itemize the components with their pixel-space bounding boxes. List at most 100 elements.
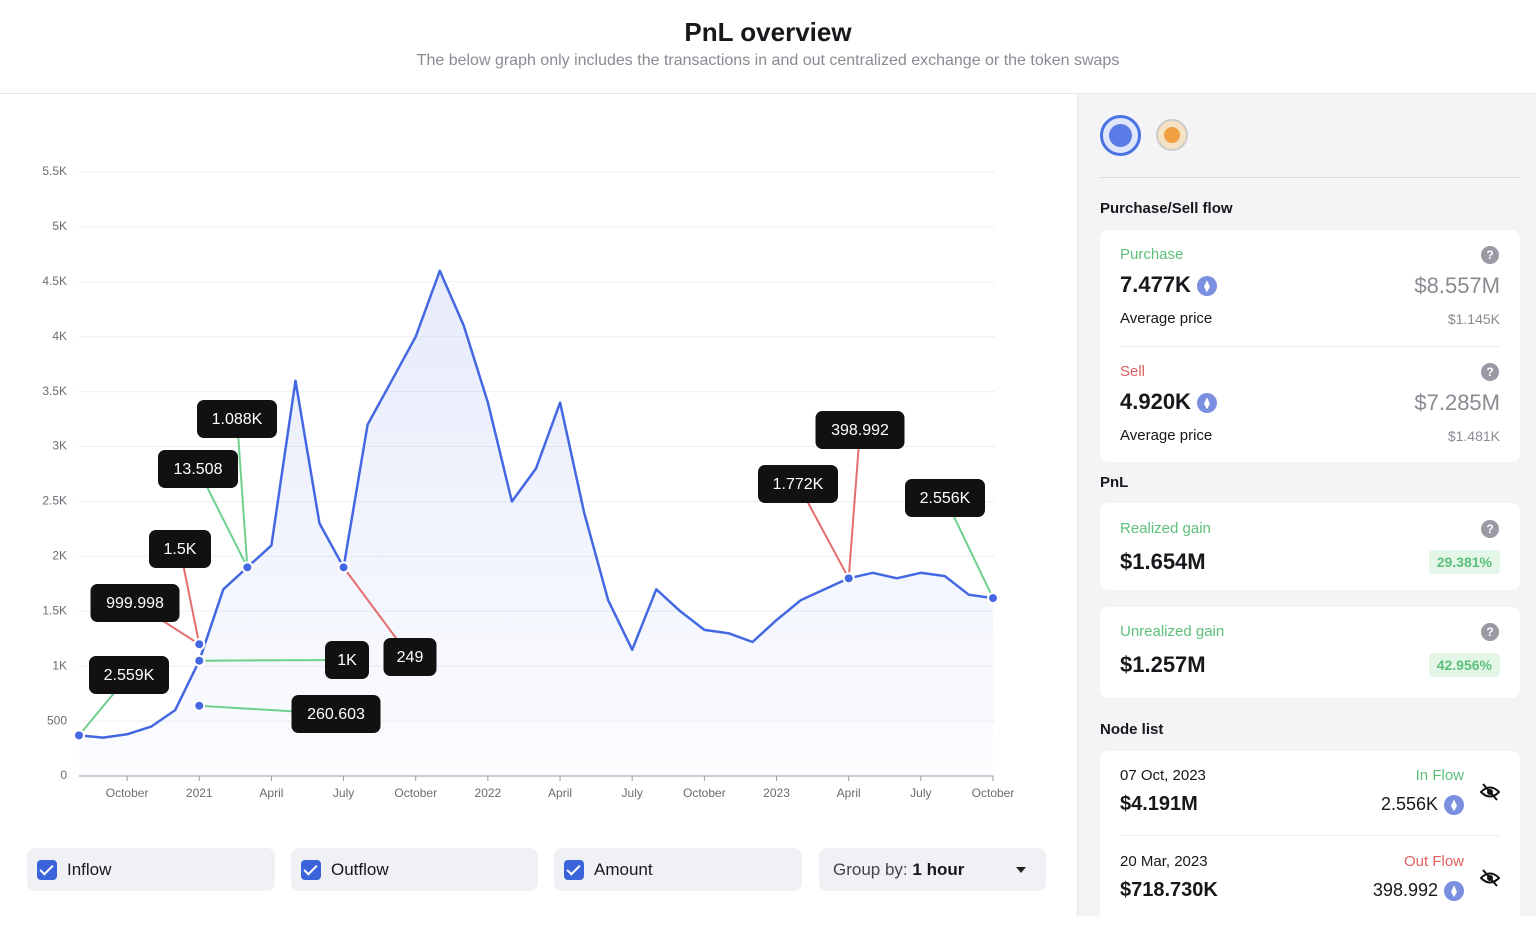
checkbox[interactable]: [301, 859, 321, 880]
node-value: $718.730K: [1120, 879, 1218, 901]
avg-price: $1.145K: [1447, 311, 1500, 327]
annotation-box: [815, 411, 905, 449]
eth-icon: [1109, 124, 1132, 147]
eth-tab[interactable]: [1100, 115, 1141, 156]
realized-label: Realized gain: [1120, 520, 1211, 537]
area: [79, 270, 993, 776]
annotation-box: [905, 479, 985, 517]
node-date: 07 Oct, 2023: [1120, 767, 1206, 784]
eth-icon: [1196, 393, 1217, 414]
y-tick-label: 5.5K: [42, 164, 67, 178]
annotation-box: [758, 465, 838, 503]
node-amount-row: 2.556K: [1380, 794, 1464, 816]
eth-icon: [1196, 276, 1217, 297]
y-tick-label: 1K: [52, 658, 67, 672]
sell-amount-row: 4.920K: [1120, 389, 1217, 415]
help-icon[interactable]: ?: [1481, 520, 1499, 538]
annotation-label: 1.088K: [212, 411, 263, 428]
annotation-box: [89, 656, 169, 694]
y-tick-label: 1.5K: [42, 603, 67, 617]
x-tick-label: 2023: [763, 786, 790, 800]
annotation-marker: [987, 592, 999, 605]
annotation-marker: [337, 561, 350, 574]
y-tick-label: 3K: [52, 439, 67, 453]
purchase-usd: $8.557M: [1414, 273, 1500, 298]
annotation-label: 249: [397, 649, 424, 666]
checkbox[interactable]: [564, 859, 584, 880]
annotation-marker: [193, 654, 206, 667]
node-amount: 398.992: [1372, 880, 1438, 900]
page-title: PnL overview: [684, 17, 852, 47]
flow-card: Purchase ? 7.477K $8.557M Average price …: [1100, 230, 1520, 462]
annotation-label: 398.992: [831, 422, 889, 439]
amount-toggle[interactable]: Amount: [554, 848, 802, 891]
toggle-label: Inflow: [67, 859, 112, 879]
help-icon[interactable]: ?: [1481, 246, 1499, 264]
toggle-label: Amount: [594, 859, 653, 879]
hide-icon[interactable]: [1480, 783, 1500, 801]
y-tick-label: 4K: [52, 329, 67, 343]
sell-label: Sell: [1120, 363, 1146, 380]
divider: [1120, 835, 1500, 836]
inflow-toggle[interactable]: Inflow: [27, 848, 275, 891]
unrealized-pct: 42.956%: [1428, 653, 1500, 677]
x-tick-label: July: [910, 786, 931, 800]
y-tick-label: 5K: [52, 219, 67, 233]
header: PnL overview The below graph only includ…: [0, 0, 1536, 94]
annotation-label: 2.559K: [104, 667, 155, 684]
x-tick-label: October: [972, 786, 1015, 800]
annotation-box: [149, 530, 211, 568]
annotation-box: [90, 584, 180, 622]
checkbox[interactable]: [37, 859, 57, 880]
node-value: $4.191M: [1120, 793, 1198, 815]
annotation-connector: [236, 418, 249, 568]
annotation-label: 1.5K: [164, 541, 197, 558]
annotation-box: [291, 695, 381, 733]
separator: [1099, 177, 1520, 178]
annotation-label: 260.603: [307, 706, 365, 723]
sell-amount: 4.920K: [1120, 389, 1191, 414]
annotation-label: 1.772K: [773, 476, 824, 493]
node-list: 07 Oct, 2023 $4.191M In Flow 2.556K 20 M…: [1100, 751, 1520, 931]
purchase-label: Purchase: [1120, 246, 1184, 263]
dropdown-arrow: [1016, 867, 1026, 878]
realized-pct: 29.381%: [1428, 550, 1500, 574]
annotation-box: [383, 638, 437, 676]
sidebar: Purchase/Sell flow Purchase ? 7.477K $8.…: [1077, 94, 1536, 931]
eth-icon: [1444, 881, 1464, 902]
group-by-dropdown[interactable]: Group by: 1 hour: [819, 848, 1046, 891]
x-tick-label: October: [106, 786, 149, 800]
avg-price: $1.481K: [1447, 428, 1500, 444]
x-tick-label: July: [333, 786, 354, 800]
help-icon[interactable]: ?: [1481, 623, 1499, 641]
avg-price-label: Average price: [1120, 310, 1213, 327]
y-tick-label: 2K: [52, 549, 67, 563]
annotation-box: [325, 641, 369, 679]
sell-usd: $7.285M: [1414, 390, 1500, 415]
line: [78, 269, 994, 739]
eth-icon: [1444, 795, 1464, 816]
node-flow: In Flow: [1415, 767, 1464, 784]
node-amount: 2.556K: [1380, 794, 1438, 814]
annotation-label: 1K: [337, 652, 357, 669]
annotation-box: [197, 400, 277, 438]
annotation-marker: [193, 638, 206, 651]
x-tick-label: July: [622, 786, 643, 800]
annotation-box: [158, 450, 238, 488]
node-date: 20 Mar, 2023: [1120, 853, 1208, 870]
unrealized-card: Unrealized gain ? $1.257M 42.956%: [1100, 607, 1520, 698]
chart: 0 500 1K 1.5K 2K 2.5K 3K 3.5K 4K 4.5K 5K 5.5K Octobe…: [42, 164, 1015, 800]
help-icon[interactable]: ?: [1481, 363, 1499, 381]
dropdown-label: Group by:: [833, 859, 908, 879]
hide-icon[interactable]: [1480, 869, 1500, 887]
page-subtitle: The below graph only includes the transa…: [416, 52, 1120, 69]
y-tick-label: 3.5K: [42, 384, 67, 398]
x-tick-label: October: [683, 786, 726, 800]
btc-tab[interactable]: [1156, 119, 1188, 151]
unrealized-value: $1.257M: [1120, 652, 1206, 677]
unrealized-label: Unrealized gain: [1120, 623, 1225, 640]
x-tick-label: 2022: [475, 786, 502, 800]
toggle-label: Outflow: [331, 859, 389, 879]
outflow-toggle[interactable]: Outflow: [291, 848, 538, 891]
